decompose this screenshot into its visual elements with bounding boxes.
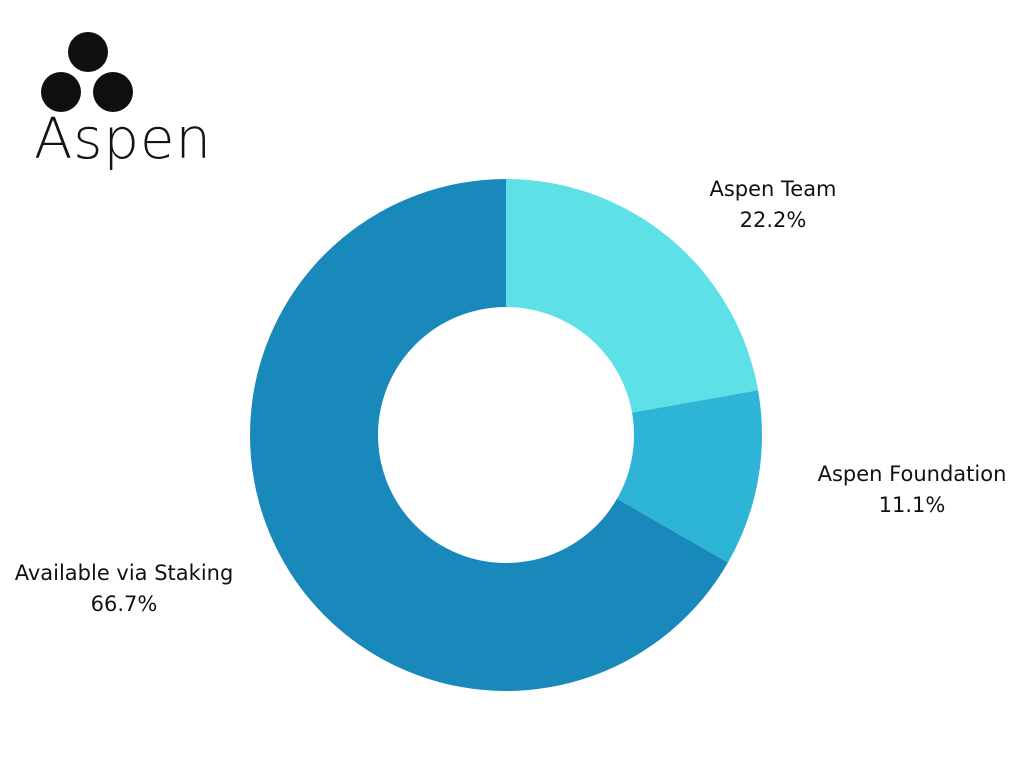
logo-dot-top	[68, 32, 108, 72]
chart-labels: Aspen Team 22.2% Aspen Foundation 11.1% Avai…	[15, 177, 1007, 616]
slice-label-available-via-staking: Available via Staking	[15, 561, 234, 585]
slice-label-aspen-team: Aspen Team	[709, 177, 836, 201]
slice-value-aspen-team: 22.2%	[740, 208, 807, 232]
chart-slices	[250, 179, 762, 692]
aspen-logo-icon	[41, 32, 133, 112]
aspen-logo: Aspen	[34, 30, 234, 180]
logo-wordmark: Aspen	[34, 107, 212, 172]
logo-dot-left	[41, 72, 81, 112]
slice-value-available-via-staking: 66.7%	[91, 592, 158, 616]
slice-value-aspen-foundation: 11.1%	[879, 493, 946, 517]
slice-aspen-foundation	[616, 390, 762, 563]
slice-available-via-staking	[250, 179, 728, 692]
logo-dot-right	[93, 72, 133, 112]
slice-label-aspen-foundation: Aspen Foundation	[818, 462, 1007, 486]
slice-aspen-team	[506, 179, 759, 413]
